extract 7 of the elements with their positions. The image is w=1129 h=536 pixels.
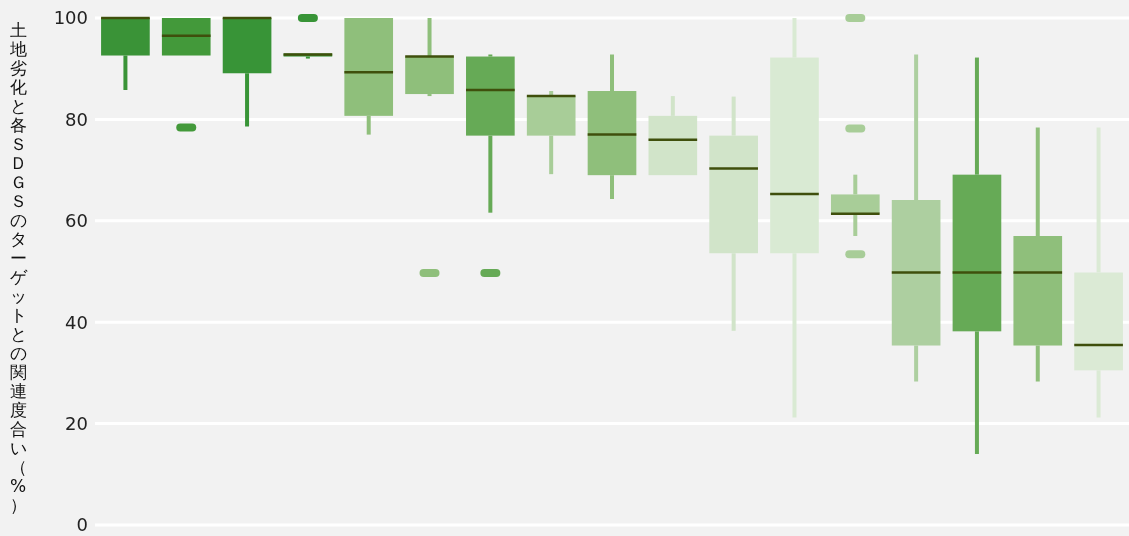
- text: 土地劣化と各ＳＤＧＳのターゲットとの関連度合い（%）: [9, 19, 27, 515]
- y-tick-label: 0: [76, 514, 88, 536]
- y-tick-label: 80: [65, 108, 88, 130]
- y-tick-label: 100: [53, 7, 88, 29]
- y-tick-label: 60: [65, 210, 88, 232]
- y-tick-label: 20: [65, 412, 88, 434]
- y-tick-label: 40: [65, 311, 88, 333]
